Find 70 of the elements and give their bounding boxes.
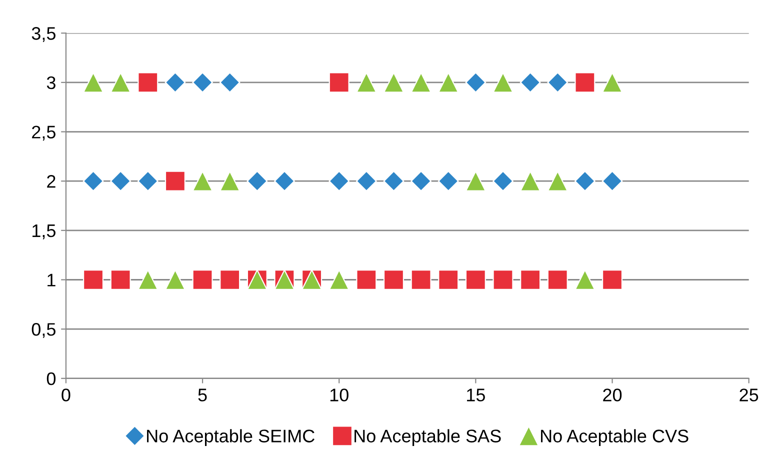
point <box>520 170 541 192</box>
point <box>328 170 350 192</box>
point <box>164 170 186 192</box>
point <box>574 170 596 192</box>
point <box>492 170 514 192</box>
point <box>192 170 213 192</box>
y-tick-label: 2 <box>47 175 56 188</box>
point <box>192 269 213 290</box>
point <box>438 72 459 93</box>
y-tick-label: 0 <box>46 372 56 386</box>
point <box>410 72 432 93</box>
y-tick-label: 3 <box>46 76 56 90</box>
point <box>465 170 486 192</box>
point <box>328 269 350 290</box>
point <box>328 72 350 93</box>
x-tick-label: 25 <box>740 388 758 402</box>
x-tick-label: 15 <box>467 388 485 402</box>
point <box>83 72 104 93</box>
point <box>220 269 240 290</box>
point <box>110 269 131 290</box>
point <box>547 170 568 192</box>
point <box>520 269 541 290</box>
point <box>356 170 377 192</box>
y-tick-label: 0,5 <box>32 323 56 338</box>
point <box>492 72 514 93</box>
point <box>602 72 623 93</box>
point <box>492 269 514 290</box>
point <box>574 269 596 290</box>
point <box>82 170 104 192</box>
point <box>438 170 459 192</box>
point <box>602 269 623 290</box>
point <box>602 170 623 192</box>
point <box>465 72 486 93</box>
x-tick-label: 5 <box>198 388 207 402</box>
legend-label: No Aceptable SEIMC <box>147 429 314 446</box>
x-tick-label: 0 <box>62 388 70 402</box>
point <box>164 72 186 93</box>
point <box>383 269 404 290</box>
point <box>383 170 404 192</box>
point <box>383 72 404 93</box>
point <box>410 170 432 192</box>
point <box>274 170 295 192</box>
point <box>547 269 568 290</box>
point <box>246 170 268 192</box>
point <box>465 269 486 290</box>
legend-label: No Aceptable SAS <box>354 429 501 446</box>
point <box>83 269 104 290</box>
point <box>220 170 240 192</box>
point <box>356 269 377 290</box>
point <box>164 269 186 290</box>
x-tick-label: 10 <box>330 388 348 402</box>
point <box>547 72 568 93</box>
point <box>219 72 240 93</box>
y-tick-label: 3,5 <box>32 27 56 42</box>
point <box>520 72 541 93</box>
legend-label: No Aceptable CVS <box>541 429 688 446</box>
point <box>574 72 596 93</box>
point <box>110 170 131 192</box>
point <box>410 269 432 290</box>
point <box>110 72 131 93</box>
point <box>192 72 213 93</box>
y-tick-label: 1,5 <box>32 224 56 240</box>
point <box>138 269 158 290</box>
y-tick-label: 2,5 <box>32 126 56 141</box>
point <box>138 72 158 93</box>
point <box>356 72 377 93</box>
y-tick-label: 1 <box>48 274 56 286</box>
point <box>438 269 459 290</box>
point <box>138 170 158 192</box>
x-tick-label: 20 <box>603 388 622 402</box>
